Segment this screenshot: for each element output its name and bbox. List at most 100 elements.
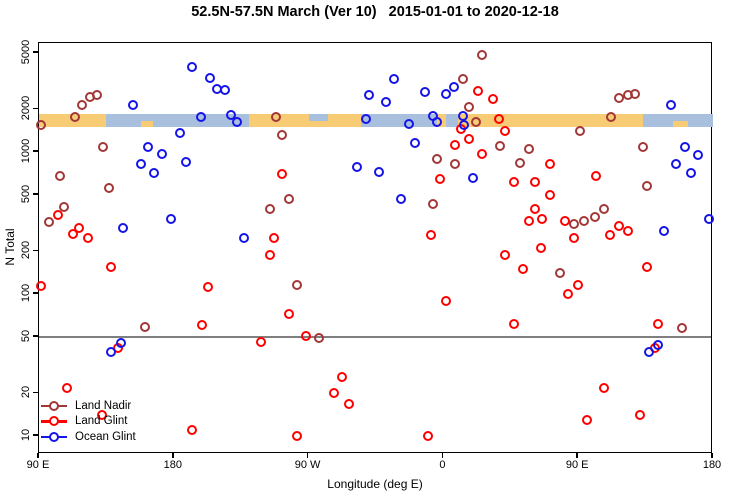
data-point-land-glint bbox=[591, 170, 602, 181]
data-point-land-glint bbox=[463, 133, 474, 144]
data-point-ocean-glint bbox=[360, 113, 371, 124]
data-point-land-glint bbox=[613, 221, 624, 232]
y-axis-tick bbox=[33, 51, 38, 53]
data-point-land-glint bbox=[642, 262, 653, 273]
data-point-land-glint bbox=[197, 319, 208, 330]
plot-area bbox=[35, 42, 714, 453]
data-point-land-nadir bbox=[104, 182, 115, 193]
data-point-land-nadir bbox=[69, 112, 80, 123]
data-point-ocean-glint bbox=[409, 137, 420, 148]
data-point-land-nadir bbox=[642, 180, 653, 191]
data-point-ocean-glint bbox=[128, 100, 139, 111]
data-point-land-glint bbox=[96, 410, 107, 421]
data-point-land-nadir bbox=[59, 202, 70, 213]
data-point-ocean-glint bbox=[219, 84, 230, 95]
band-land-segment bbox=[328, 114, 361, 128]
data-point-ocean-glint bbox=[174, 128, 185, 139]
data-point-ocean-glint bbox=[666, 100, 677, 111]
legend-item-ocean-glint: Ocean Glint bbox=[41, 429, 136, 445]
y-axis-tick-label: 10 bbox=[20, 429, 32, 442]
y-axis-tick bbox=[33, 434, 38, 436]
band-mixed-ocean-segment bbox=[308, 114, 329, 121]
data-point-ocean-glint bbox=[116, 338, 127, 349]
data-point-land-nadir bbox=[140, 321, 151, 332]
data-point-ocean-glint bbox=[231, 116, 242, 127]
x-axis-tick bbox=[172, 453, 174, 458]
data-point-land-nadir bbox=[676, 322, 687, 333]
data-point-ocean-glint bbox=[143, 142, 154, 153]
data-point-ocean-glint bbox=[225, 110, 236, 121]
data-point-ocean-glint bbox=[186, 61, 197, 72]
band-ocean-segment bbox=[106, 114, 141, 128]
data-point-land-glint bbox=[582, 415, 593, 426]
data-point-land-glint bbox=[68, 229, 79, 240]
x-axis-tick-label: 90 E bbox=[565, 459, 589, 471]
data-point-land-glint bbox=[499, 249, 510, 260]
data-point-land-nadir bbox=[523, 144, 534, 155]
data-point-ocean-glint bbox=[658, 225, 669, 236]
data-point-ocean-glint bbox=[441, 89, 452, 100]
data-point-land-nadir bbox=[284, 193, 295, 204]
legend-label-land-nadir: Land Nadir bbox=[75, 399, 132, 412]
data-point-land-nadir bbox=[463, 101, 474, 112]
data-point-land-glint bbox=[35, 280, 46, 291]
data-point-land-glint bbox=[529, 203, 540, 214]
data-point-land-glint bbox=[499, 125, 510, 136]
y-axis-tick bbox=[33, 391, 38, 394]
data-point-ocean-glint bbox=[459, 120, 470, 131]
x-axis-tick-label: 0 bbox=[439, 459, 446, 471]
band-ocean-segment bbox=[446, 114, 459, 128]
data-point-land-glint bbox=[426, 230, 437, 241]
data-point-ocean-glint bbox=[117, 223, 128, 234]
data-point-ocean-glint bbox=[403, 119, 414, 130]
legend-item-land-nadir: Land Nadir bbox=[41, 398, 136, 414]
data-point-ocean-glint bbox=[180, 157, 191, 168]
data-point-ocean-glint bbox=[457, 110, 468, 121]
data-point-land-nadir bbox=[450, 159, 461, 170]
y-axis-tick-label: 5000 bbox=[20, 39, 32, 65]
data-point-land-nadir bbox=[579, 215, 590, 226]
x-axis-tick bbox=[711, 453, 713, 458]
data-point-land-glint bbox=[544, 189, 555, 200]
y-axis-tick bbox=[33, 292, 38, 294]
data-point-ocean-glint bbox=[105, 347, 116, 358]
data-point-land-glint bbox=[450, 140, 461, 151]
legend-item-land-glint: Land Glint bbox=[41, 414, 136, 430]
y-axis-title: N Total bbox=[3, 228, 17, 266]
data-point-land-nadir bbox=[589, 211, 600, 222]
data-point-land-glint bbox=[269, 232, 280, 243]
data-point-land-glint bbox=[573, 280, 584, 291]
data-point-ocean-glint bbox=[693, 150, 704, 161]
data-point-land-glint bbox=[634, 410, 645, 421]
data-point-land-nadir bbox=[514, 157, 525, 168]
x-axis-tick-label: 180 bbox=[163, 459, 182, 471]
data-point-ocean-glint bbox=[373, 166, 384, 177]
data-point-land-glint bbox=[62, 382, 73, 393]
data-point-land-glint bbox=[435, 173, 446, 184]
y-axis-tick bbox=[33, 335, 38, 337]
data-point-ocean-glint bbox=[685, 168, 696, 179]
data-point-land-nadir bbox=[637, 142, 648, 153]
data-point-ocean-glint bbox=[670, 159, 681, 170]
band-mixed-land-segment bbox=[140, 120, 153, 128]
data-point-land-glint bbox=[517, 264, 528, 275]
reference-line-50 bbox=[39, 336, 711, 338]
data-point-ocean-glint bbox=[204, 73, 215, 84]
data-point-ocean-glint bbox=[420, 86, 431, 97]
y-axis-tick-label: 2000 bbox=[20, 96, 32, 121]
data-point-land-glint bbox=[529, 176, 540, 187]
data-point-land-glint bbox=[535, 243, 546, 254]
data-point-ocean-glint bbox=[388, 73, 399, 84]
data-point-ocean-glint bbox=[195, 111, 206, 122]
legend: Land Nadir Land Glint Ocean Glint bbox=[41, 398, 136, 445]
x-axis-tick bbox=[441, 453, 444, 458]
band-ocean-segment bbox=[642, 114, 673, 128]
data-point-land-glint bbox=[264, 249, 275, 260]
data-point-land-glint bbox=[255, 337, 266, 348]
data-point-land-nadir bbox=[35, 120, 46, 131]
data-point-ocean-glint bbox=[351, 162, 362, 173]
data-point-ocean-glint bbox=[363, 90, 374, 101]
data-point-land-glint bbox=[508, 176, 519, 187]
data-point-land-glint bbox=[344, 398, 355, 409]
